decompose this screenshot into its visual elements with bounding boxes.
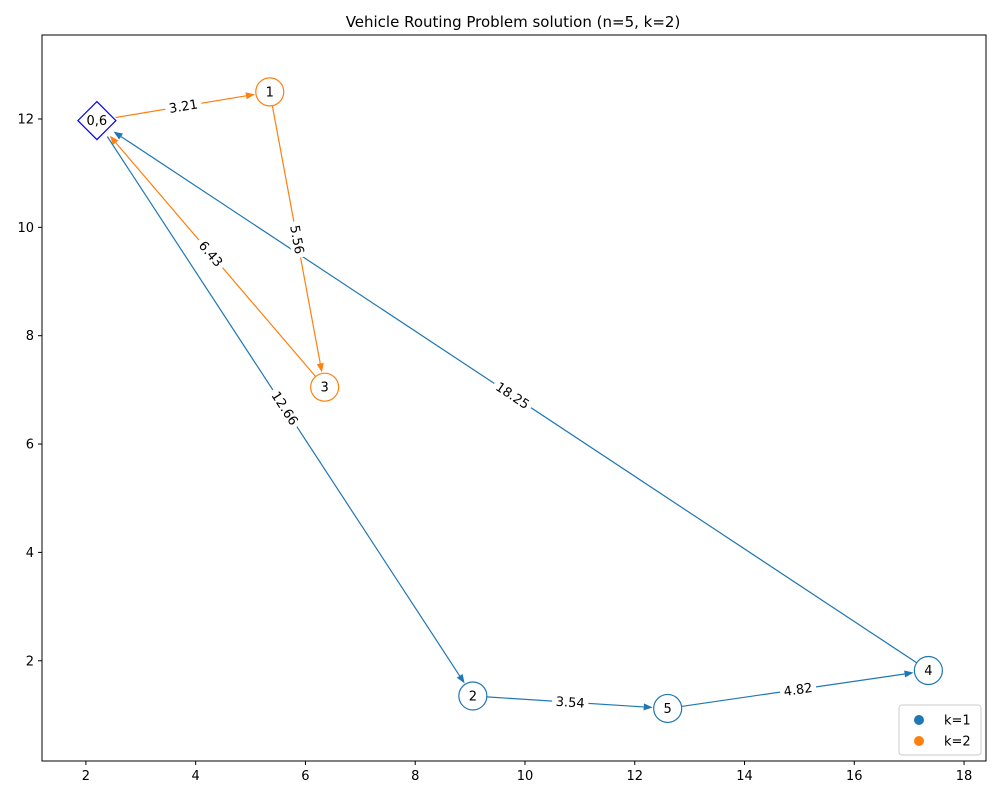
depot-node [77, 100, 117, 141]
x-tick-label: 12 [626, 769, 643, 784]
legend-label: k=2 [944, 735, 971, 750]
edge-label-text: 3.21 [168, 97, 199, 117]
x-tick-label: 16 [846, 769, 863, 784]
route-arrowhead [456, 673, 465, 684]
route-arrowhead [643, 703, 653, 711]
x-tick-label: 8 [411, 769, 419, 784]
ticks-layer: 2 4 6 8 10 12 14 16 18 2 4 6 8 10 12 [17, 112, 972, 784]
customer-node-label: 3 [321, 381, 329, 396]
route-arrowhead [245, 92, 255, 100]
chart-title: Vehicle Routing Problem solution (n=5, k… [346, 13, 681, 31]
x-tick-label: 18 [956, 769, 973, 784]
edge-label-text: 5.56 [286, 224, 306, 255]
route-arrowhead [113, 131, 124, 140]
y-tick-label: 12 [17, 112, 34, 127]
edge-label-bg [286, 219, 310, 259]
customer-node [255, 77, 285, 107]
edge-label-text: 3.54 [555, 695, 585, 712]
x-tick-label: 10 [517, 769, 534, 784]
edge-label-bg [192, 234, 230, 273]
route-arrowhead [904, 670, 914, 678]
customer-node-label: 2 [469, 689, 477, 704]
legend-marker [914, 736, 924, 746]
depot-node-label: 0,6 [87, 114, 108, 129]
edge-label-bg [266, 384, 305, 432]
x-tick-label: 4 [192, 769, 200, 784]
edges-layer: 12.66 3.54 4.82 18.25 3.21 5.56 6.43 [106, 92, 918, 712]
customer-node [653, 693, 683, 724]
edge-label-bg [778, 677, 818, 701]
legend-marker [914, 715, 924, 725]
customer-node-label: 1 [266, 85, 274, 100]
edge-label: 6.43 [192, 234, 230, 273]
edge-label: 3.21 [163, 94, 203, 118]
x-tick-label: 2 [82, 769, 90, 784]
nodes-layer: 1 2 3 4 5 0,6 [77, 77, 943, 724]
y-tick-label: 8 [26, 329, 34, 344]
y-tick-label: 2 [26, 654, 34, 669]
legend-label: k=1 [944, 714, 971, 729]
edge-label: 12.66 [266, 384, 305, 432]
edge-label: 3.54 [551, 692, 589, 712]
y-tick-label: 4 [26, 546, 34, 561]
edge-label-text: 4.82 [783, 681, 814, 700]
legend: k=1k=2 [898, 704, 982, 756]
customer-node-label: 5 [664, 702, 672, 717]
customer-node [310, 372, 340, 402]
customer-node-label: 4 [924, 664, 932, 679]
route-arrowhead [109, 135, 119, 145]
edge-label-bg [551, 692, 589, 712]
x-tick-label: 14 [736, 769, 753, 784]
edge-label: 5.56 [286, 219, 310, 259]
y-tick-label: 6 [26, 438, 34, 453]
customer-node [913, 655, 943, 686]
edge-label: 4.82 [778, 677, 818, 701]
edge-label: 18.25 [489, 375, 536, 415]
edge-label-bg [163, 94, 203, 118]
customer-node [458, 681, 488, 711]
x-tick-label: 6 [301, 769, 309, 784]
plot-frame [41, 34, 987, 762]
y-tick-label: 10 [17, 221, 34, 236]
route-arrowhead [316, 362, 324, 373]
edge-label-bg [489, 375, 536, 415]
